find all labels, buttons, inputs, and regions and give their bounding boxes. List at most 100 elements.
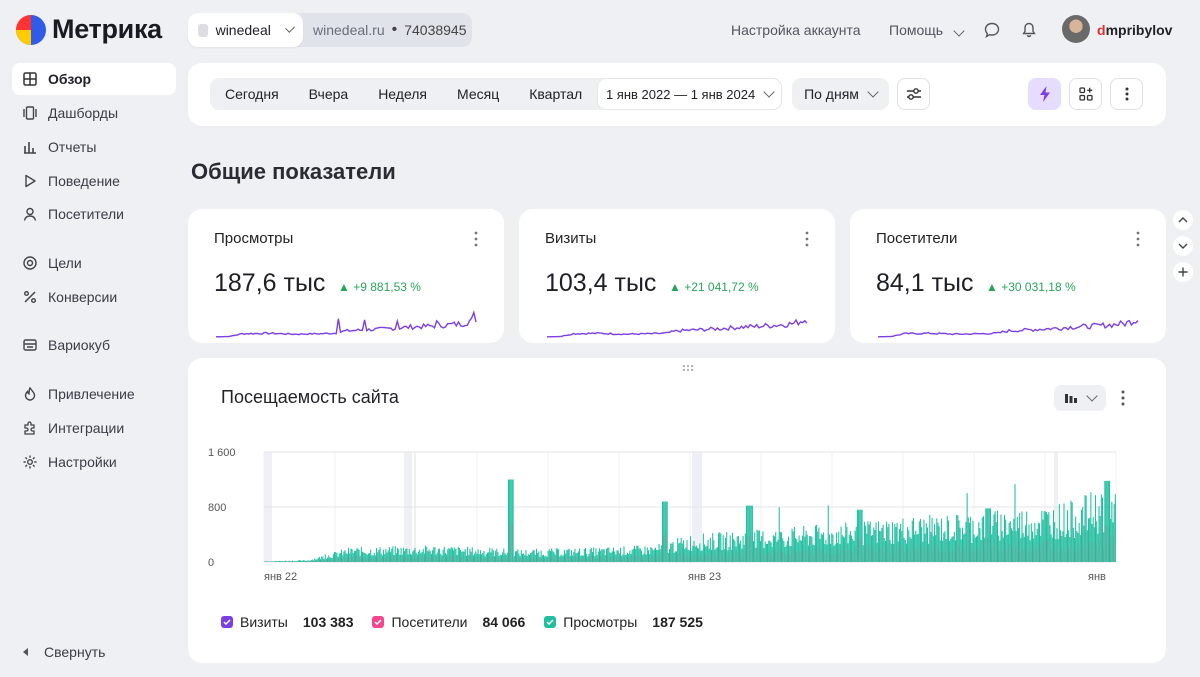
bar-visitors xyxy=(764,552,766,562)
date-range-picker[interactable]: 1 янв 2022 — 1 янв 2024 xyxy=(597,78,782,110)
bar-pageviews xyxy=(1002,537,1004,562)
legend-checkbox-pageviews[interactable] xyxy=(544,616,557,628)
bar-pageviews xyxy=(315,559,317,562)
bar-pageviews xyxy=(767,543,769,562)
bar-pageviews xyxy=(479,550,481,562)
bar-visitors xyxy=(860,538,862,562)
bar-pageviews xyxy=(694,546,696,562)
counter-site: winedeal.ru xyxy=(313,22,385,38)
add-widget-button[interactable] xyxy=(1173,262,1193,282)
bar-pageviews xyxy=(486,552,488,562)
bar-visitors xyxy=(832,549,834,562)
bar-visitors xyxy=(649,558,650,562)
y-tick-label: 1 600 xyxy=(208,447,236,459)
bar-visitors xyxy=(666,534,668,562)
bar-visitors xyxy=(982,541,984,562)
bar-pageviews xyxy=(805,530,807,562)
sidebar-item-goals[interactable]: Цели xyxy=(12,247,176,279)
sidebar-item-integrations[interactable]: Интеграции xyxy=(12,412,176,444)
widgets-button[interactable] xyxy=(1069,78,1102,110)
card-delta: ▲ +9 881,53 % xyxy=(338,280,421,294)
bar-pageviews xyxy=(496,548,498,562)
period-week[interactable]: Неделя xyxy=(378,86,428,102)
bar-visitors xyxy=(784,555,786,562)
card-value: 187,6 тыс xyxy=(214,269,326,297)
bar-pageviews xyxy=(525,549,527,562)
drag-handle-icon[interactable] xyxy=(682,364,694,372)
sidebar-item-settings[interactable]: Настройки xyxy=(12,446,176,478)
bar-visitors xyxy=(302,561,304,562)
bar-visitors xyxy=(304,561,306,562)
sidebar-item-overview[interactable]: Обзор xyxy=(12,63,176,95)
bar-visitors xyxy=(751,536,753,562)
metric-card-pageviews[interactable]: Просмотры 187,6 тыс ▲ +9 881,53 % xyxy=(188,209,504,343)
more-button[interactable] xyxy=(1110,78,1143,110)
period-yesterday[interactable]: Вчера xyxy=(308,86,349,102)
bar-pageviews xyxy=(562,555,564,562)
filters-button[interactable] xyxy=(897,78,930,110)
bar-pageviews xyxy=(474,553,476,562)
puzzle-icon xyxy=(24,421,35,435)
scroll-up-button[interactable] xyxy=(1173,210,1193,230)
bar-pageviews xyxy=(860,509,862,562)
bar-pageviews xyxy=(296,560,298,562)
legend-checkbox-visits[interactable] xyxy=(221,616,233,628)
period-quarter[interactable]: Квартал xyxy=(529,86,583,102)
grouping-select[interactable]: По дням xyxy=(792,78,889,110)
chat-icon[interactable] xyxy=(983,21,1001,39)
period-month[interactable]: Месяц xyxy=(457,86,500,102)
card-menu-icon[interactable] xyxy=(805,231,809,247)
bar-pageviews xyxy=(1003,515,1006,562)
card-menu-icon[interactable] xyxy=(474,231,478,247)
bar-visitors xyxy=(297,561,299,562)
app-name: Метрика xyxy=(52,14,162,44)
help-menu[interactable]: Помощь xyxy=(889,22,965,38)
sidebar-item-visitors[interactable]: Посетители xyxy=(12,198,176,230)
chart-type-select[interactable] xyxy=(1054,385,1106,411)
bell-icon[interactable] xyxy=(1020,21,1038,39)
sidebar-item-conversions[interactable]: Конверсии xyxy=(12,281,176,313)
period-today[interactable]: Сегодня xyxy=(225,86,279,102)
bar-visitors xyxy=(442,556,444,562)
avatar[interactable] xyxy=(1062,15,1090,43)
bar-pageviews xyxy=(1073,538,1076,562)
sidebar-item-acquisition[interactable]: Привлечение xyxy=(12,378,176,410)
metric-card-visits[interactable]: Визиты 103,4 тыс ▲ +21 041,72 % xyxy=(519,209,835,343)
bar-visitors xyxy=(802,550,803,562)
chart-menu-icon[interactable] xyxy=(1121,390,1125,406)
bar-visitors xyxy=(328,559,329,562)
bar-pageviews xyxy=(720,533,722,562)
bar-pageviews xyxy=(716,547,718,562)
bar-visitors xyxy=(804,550,806,562)
collapse-sidebar-button[interactable]: Свернуть xyxy=(22,644,105,660)
counter-select[interactable]: winedeal xyxy=(188,13,303,47)
bar-pageviews xyxy=(1050,534,1052,562)
legend-checkbox-visitors[interactable] xyxy=(372,616,385,628)
card-menu-icon[interactable] xyxy=(1136,231,1140,247)
lightning-button[interactable] xyxy=(1028,78,1061,110)
sidebar-item-dashboards[interactable]: Дашборды xyxy=(12,97,176,129)
bar-visitors xyxy=(863,543,865,562)
bar-pageviews xyxy=(670,543,672,562)
scroll-down-button[interactable] xyxy=(1173,236,1193,256)
bar-visitors xyxy=(552,556,553,562)
bar-pageviews xyxy=(812,544,814,562)
bar-visitors xyxy=(513,559,515,562)
card-value: 103,4 тыс xyxy=(545,269,657,297)
bar-pageviews xyxy=(839,543,841,562)
counter-switcher[interactable]: winedeal winedeal.ru • 74038945 xyxy=(188,13,472,47)
metric-card-visitors[interactable]: Посетители 84,1 тыс ▲ +30 031,18 % xyxy=(850,209,1166,343)
username[interactable]: dmpribylov xyxy=(1097,22,1172,38)
account-settings-link[interactable]: Настройка аккаунта xyxy=(731,22,861,38)
sidebar-item-variocube[interactable]: Вариокуб xyxy=(12,329,176,361)
sidebar-item-behavior[interactable]: Поведение xyxy=(12,165,176,197)
bar-pageviews xyxy=(556,548,558,562)
bar-visitors xyxy=(528,558,530,562)
bar-pageviews xyxy=(303,560,305,562)
bar-pageviews xyxy=(1087,518,1090,562)
sidebar-item-reports[interactable]: Отчеты xyxy=(12,131,176,163)
bar-pageviews xyxy=(344,550,346,562)
app-logo[interactable]: Метрика xyxy=(16,14,162,45)
bar-visitors xyxy=(505,558,507,562)
